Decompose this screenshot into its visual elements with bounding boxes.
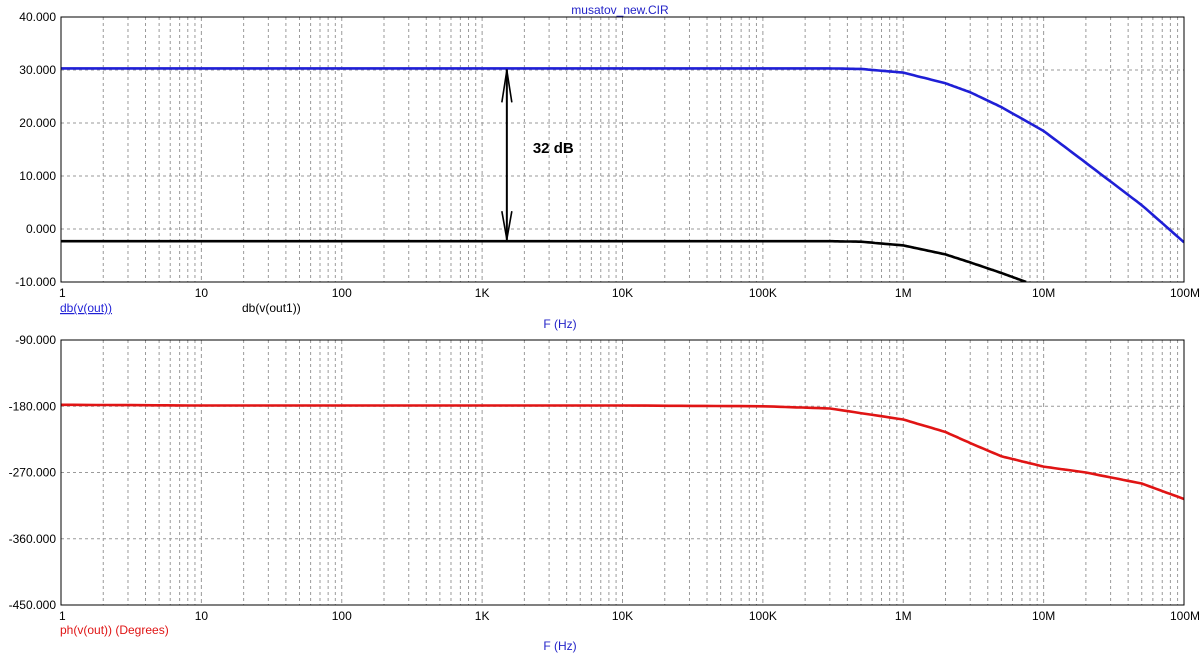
y-tick-label: 20.000 xyxy=(19,116,56,130)
x-tick-label: 1 xyxy=(59,286,66,300)
legend-db-out[interactable]: db(v(out)) xyxy=(60,301,112,315)
x-tick-label: 10K xyxy=(612,286,633,300)
y-tick-label: 0.000 xyxy=(26,222,56,236)
x-tick-label: 10 xyxy=(195,286,209,300)
series-line-db-v-out1- xyxy=(61,239,1027,282)
y-tick-label: -450.000 xyxy=(9,598,57,612)
bottom-chart-grid xyxy=(60,339,1184,606)
top-chart-series xyxy=(61,67,1184,282)
y-tick-label: 40.000 xyxy=(19,10,56,24)
plot-frame xyxy=(60,16,1185,283)
x-tick-label: 10M xyxy=(1032,286,1055,300)
chart-title: musatov_new.CIR xyxy=(571,3,669,17)
y-tick-label: 10.000 xyxy=(19,169,56,183)
y-tick-label: 30.000 xyxy=(19,63,56,77)
series-line-ph-v-out-degrees- xyxy=(61,403,1184,501)
legend-db-out1[interactable]: db(v(out1)) xyxy=(242,301,301,315)
x-tick-label: 100K xyxy=(749,286,777,300)
bottom-chart-tick-labels: -90.000-180.000-270.000-360.000-450.0001… xyxy=(9,333,1200,623)
bottom-chart-frame xyxy=(60,339,1185,606)
x-tick-label: 100K xyxy=(749,609,777,623)
x-tick-label: 100M xyxy=(1170,609,1200,623)
annotation-arrowhead-down xyxy=(501,211,513,240)
y-tick-label: -10.000 xyxy=(15,275,56,289)
top-x-axis-label: F (Hz) xyxy=(543,317,576,331)
bottom-chart-series xyxy=(61,403,1184,501)
annotation-label: 32 dB xyxy=(533,140,574,157)
series-line-db-v-out- xyxy=(61,67,1184,244)
x-tick-label: 1 xyxy=(59,609,66,623)
y-tick-label: -270.000 xyxy=(9,466,57,480)
x-tick-label: 1M xyxy=(895,609,912,623)
x-tick-label: 10K xyxy=(612,609,633,623)
plot-frame xyxy=(60,339,1185,606)
x-tick-label: 1M xyxy=(895,286,912,300)
x-tick-label: 100 xyxy=(332,286,352,300)
top-chart-grid xyxy=(60,16,1184,283)
x-tick-label: 10 xyxy=(195,609,209,623)
x-tick-label: 10M xyxy=(1032,609,1055,623)
gain-annotation: 32 dB xyxy=(501,69,574,241)
y-tick-label: -180.000 xyxy=(9,399,57,413)
y-tick-label: -90.000 xyxy=(15,333,56,347)
bottom-x-axis-label: F (Hz) xyxy=(543,639,576,653)
x-tick-label: 100 xyxy=(332,609,352,623)
legend-ph-out[interactable]: ph(v(out)) (Degrees) xyxy=(60,623,169,637)
x-tick-label: 1K xyxy=(475,286,490,300)
y-tick-label: -360.000 xyxy=(9,532,57,546)
top-chart-frame xyxy=(60,16,1185,283)
x-tick-label: 1K xyxy=(475,609,490,623)
annotation-arrowhead-up xyxy=(501,70,513,103)
x-tick-label: 100M xyxy=(1170,286,1200,300)
